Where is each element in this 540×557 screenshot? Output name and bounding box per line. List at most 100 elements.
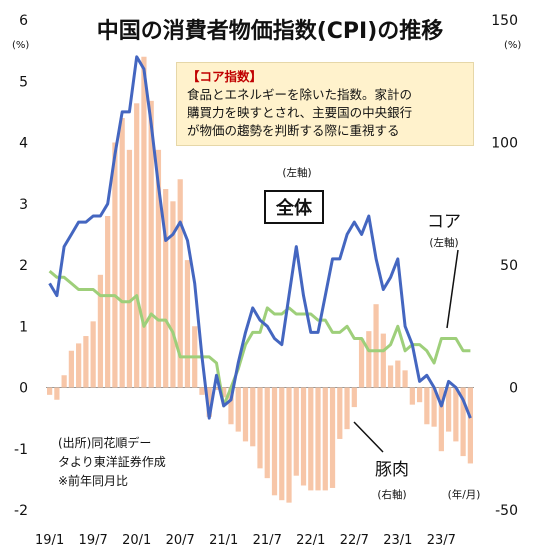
chart-title: 中国の消費者物価指数(CPI)の推移 <box>97 18 444 44</box>
pork-bar <box>373 304 379 388</box>
note-line-3: が物価の趨勢を判断する際に重視する <box>187 123 400 138</box>
pork-bar <box>54 387 60 400</box>
y-left-tick-label: -1 <box>14 442 28 458</box>
y-right-tick-label: 0 <box>509 381 518 397</box>
pork-bar <box>163 189 169 388</box>
pork-bar <box>242 387 249 442</box>
pork-bar <box>431 387 437 427</box>
pork-bar <box>76 343 82 388</box>
pork-bar <box>250 387 256 447</box>
y-left-tick-label: 6 <box>19 13 28 29</box>
pork-bar <box>315 387 321 491</box>
pork-bar <box>221 387 227 398</box>
pork-bar <box>148 100 154 388</box>
pork-bar <box>279 387 285 501</box>
x-tick-label: 20/7 <box>166 533 195 548</box>
pork-bar <box>409 387 415 405</box>
core-series-label: コア <box>427 212 461 232</box>
pork-bar <box>206 387 212 417</box>
pork-series-label: 豚肉 <box>375 460 409 480</box>
note-line-2: 購買力を映すとされ、主要国の中央銀行 <box>187 105 413 120</box>
pork-bar <box>395 360 401 388</box>
pork-bar <box>445 387 452 432</box>
x-tick-label: 21/7 <box>253 533 282 548</box>
pork-bar <box>322 387 328 491</box>
pork-bar <box>271 387 278 496</box>
overall-cpi-line <box>48 55 472 420</box>
y-right-tick-label: 50 <box>500 258 518 274</box>
pork-bar <box>155 149 162 388</box>
core-axis-label: (左軸) <box>429 236 458 249</box>
x-tick-label: 20/1 <box>122 533 151 548</box>
pork-bar <box>126 149 133 388</box>
pork-bar <box>213 387 220 390</box>
core-leader-line <box>446 249 459 329</box>
pork-bar <box>293 387 299 476</box>
pork-bar <box>460 387 466 457</box>
x-tick-label: 23/1 <box>383 533 412 548</box>
pork-bar <box>351 387 357 408</box>
pork-bar <box>83 336 89 388</box>
x-tick-label: 23/7 <box>427 533 456 548</box>
pork-bar <box>438 387 444 452</box>
pork-bar <box>61 375 67 388</box>
pork-bar <box>235 387 241 432</box>
pork-bar <box>90 321 96 388</box>
pork-leader-line <box>353 421 384 453</box>
pork-bar <box>68 350 75 388</box>
pork-bar <box>344 387 350 430</box>
pork-bar <box>112 142 118 388</box>
pork-bar <box>366 331 372 388</box>
y-right-unit: (%) <box>504 40 521 51</box>
overall-axis-label: (左軸) <box>282 166 311 179</box>
pork-bar <box>47 387 53 395</box>
pork-bar <box>424 387 430 425</box>
source-note: (出所)同花順デー タより東洋証券作成 ※前年同月比 <box>58 434 166 491</box>
y-right-tick-label: 150 <box>491 13 518 29</box>
y-right-tick-label: -50 <box>495 503 518 519</box>
core-cpi-line <box>48 269 471 408</box>
series-label-overall: 全体 <box>264 190 324 224</box>
pork-bar <box>453 387 459 442</box>
x-axis-unit: (年/月) <box>448 488 481 501</box>
pork-bar <box>467 387 473 464</box>
pork-axis-label: (右軸) <box>377 488 406 501</box>
pork-bar <box>170 201 176 388</box>
pork-bar <box>105 216 111 388</box>
pork-bar <box>199 387 205 395</box>
x-tick-label: 22/1 <box>296 533 325 548</box>
pork-bar <box>257 387 263 469</box>
core-index-note: 【コア指数】 食品とエネルギーを除いた指数。家計の 購買力を映すとされ、主要国の… <box>176 62 474 146</box>
pork-bar <box>380 333 386 388</box>
pork-bar <box>184 260 191 388</box>
pork-bar <box>286 387 292 503</box>
y-left-tick-label: -2 <box>14 503 28 519</box>
pork-bar <box>387 365 394 388</box>
pork-bar <box>337 387 343 439</box>
pork-bar <box>264 387 270 479</box>
y-left-tick-label: 1 <box>19 319 28 335</box>
pork-bar <box>119 118 125 388</box>
x-tick-label: 21/1 <box>209 533 238 548</box>
pork-bar <box>308 387 314 491</box>
pork-bar <box>358 338 365 388</box>
y-left-tick-label: 3 <box>19 197 28 213</box>
y-left-tick-label: 2 <box>19 258 28 274</box>
x-tick-label: 19/1 <box>35 533 64 548</box>
pork-bar <box>402 370 408 388</box>
y-left-tick-label: 0 <box>19 381 28 397</box>
pork-bar <box>416 387 423 403</box>
y-left-tick-label: 4 <box>19 136 28 152</box>
y-right-tick-label: 100 <box>491 136 518 152</box>
pork-bar <box>329 387 336 488</box>
x-tick-label: 22/7 <box>340 533 369 548</box>
x-tick-label: 19/7 <box>79 533 108 548</box>
pork-bar <box>141 56 147 388</box>
pork-bar <box>228 387 234 425</box>
y-left-tick-label: 5 <box>19 74 28 90</box>
pork-bar <box>134 103 140 388</box>
source-line-2: タより東洋証券作成 <box>58 455 166 469</box>
source-line-3: ※前年同月比 <box>58 474 129 488</box>
